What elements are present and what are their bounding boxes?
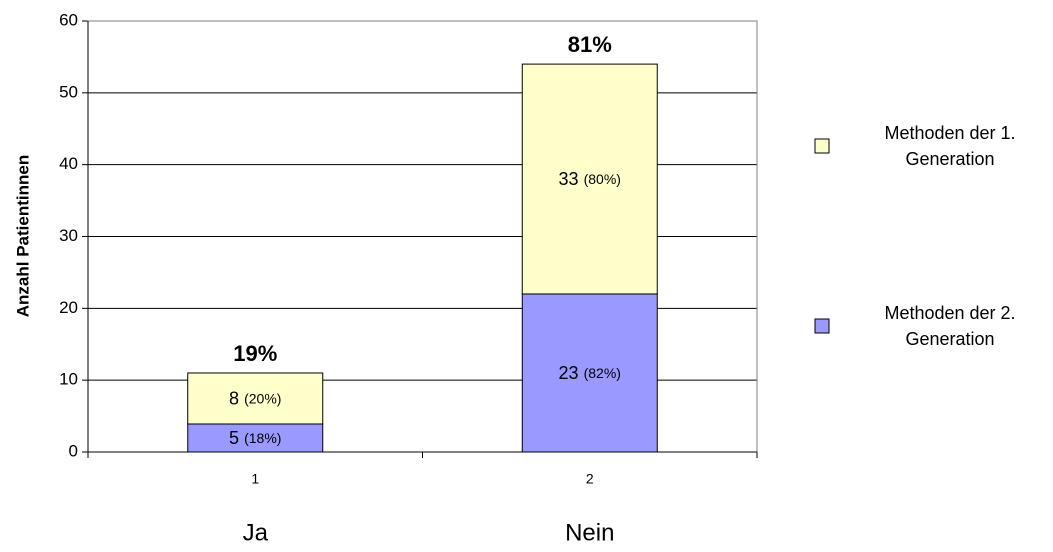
y-tick-label: 40 [59,154,78,173]
segment-percent: (82%) [584,365,621,381]
y-tick-label: 50 [59,82,78,101]
total-label: 19% [233,341,277,366]
segment-label: 5 (18%) [229,428,281,448]
segment-percent: (18%) [244,430,281,446]
y-axis-label: Anzahl Patientinnen [13,155,32,317]
bar-segment [187,372,324,425]
segment-count: 23 [559,363,579,383]
bar-segment [521,293,658,453]
bar-segment [521,63,658,295]
segment-label: 23 (82%) [559,363,621,383]
segment-count: 8 [229,388,239,408]
x-tick-label: 2 [586,471,594,487]
x-tick-label: 1 [251,471,259,487]
segment-percent: (20%) [244,390,281,406]
total-label: 81% [568,32,612,57]
bar-segment [187,423,324,453]
group-label: Nein [565,519,614,546]
legend-swatch [814,318,830,334]
legend-swatch [814,138,830,154]
segment-label: 33 (80%) [559,169,621,189]
segment-label: 8 (20%) [229,388,281,408]
y-tick-label: 20 [59,298,78,317]
segment-count: 5 [229,428,239,448]
y-tick-label: 30 [59,226,78,245]
segment-percent: (80%) [584,171,621,187]
segment-count: 33 [559,169,579,189]
y-tick-label: 10 [59,370,78,389]
legend-label: Methoden der 2. Generation [884,303,1016,349]
y-tick-label: 0 [69,441,78,460]
group-label: Ja [243,519,269,546]
legend-label: Methoden der 1. Generation [884,123,1016,169]
y-tick-label: 60 [59,10,78,29]
